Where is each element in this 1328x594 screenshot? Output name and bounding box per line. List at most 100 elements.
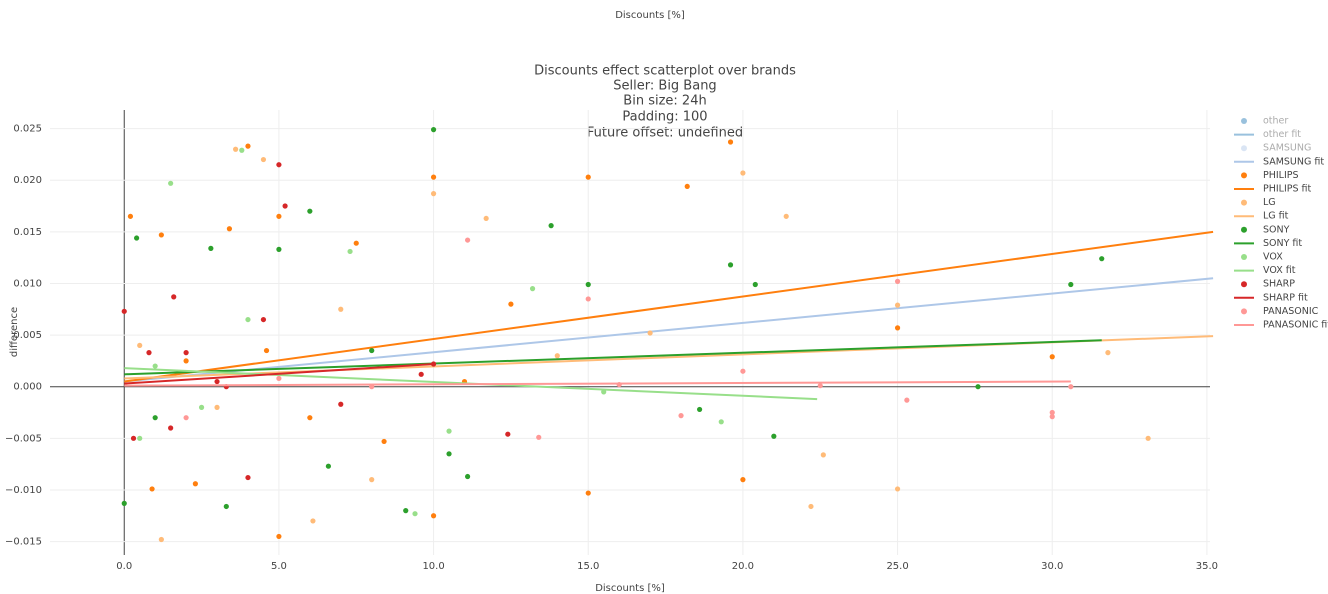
fit-line (124, 380, 1071, 387)
y-tick-label: −0.010 (5, 485, 42, 496)
scatter-point (245, 143, 251, 149)
scatter-point (260, 316, 267, 323)
scatter-point (412, 511, 418, 517)
scatter-point (307, 208, 313, 214)
scatter-point (158, 536, 164, 543)
x-tick-label: 20.0 (732, 561, 754, 572)
legend-item[interactable]: LG (1241, 197, 1276, 208)
scatter-point (208, 245, 214, 251)
legend-swatch (1241, 254, 1247, 260)
scatter-point (1049, 354, 1055, 360)
legend-item[interactable]: other fit (1234, 129, 1301, 140)
y-tick-label: 0.020 (13, 175, 42, 186)
scatter-point (134, 235, 140, 241)
scatter-point (276, 533, 282, 540)
scatter-point (418, 371, 424, 377)
scatter-point (310, 518, 316, 524)
scatter-point (168, 425, 174, 431)
scatter-point (171, 294, 177, 300)
scatter-point (740, 368, 746, 374)
scatter-point (338, 401, 344, 407)
legend-item[interactable]: VOX (1241, 252, 1283, 263)
scatter-point (245, 474, 251, 481)
legend-item[interactable]: SHARP fit (1234, 292, 1308, 303)
scatter-point (276, 375, 282, 382)
legend-label: SHARP (1263, 279, 1295, 290)
x-tick-label: 15.0 (577, 561, 599, 572)
scatter-point (158, 232, 164, 238)
scatter-point (1145, 435, 1151, 441)
scatter-point (214, 404, 220, 410)
legend-item[interactable]: SAMSUNG fit (1234, 156, 1324, 167)
scatter-point (727, 139, 734, 145)
legend-swatch (1241, 199, 1247, 206)
scatter-point (585, 281, 591, 288)
scatter-point (752, 281, 758, 288)
legend-item[interactable]: PANASONIC (1241, 306, 1319, 317)
legend-label: VOX (1263, 252, 1283, 263)
scatter-point (1049, 414, 1055, 420)
scatter-point (1068, 384, 1074, 390)
scatter-point (152, 363, 158, 369)
y-tick-label: 0.010 (13, 278, 42, 289)
scatter-point (239, 147, 245, 153)
scatter-point (192, 481, 198, 487)
legend-item[interactable]: VOX fit (1234, 265, 1296, 276)
scatter-point (505, 431, 511, 437)
scatter-point (684, 183, 690, 190)
legend-item[interactable]: LG fit (1234, 211, 1289, 222)
chart-subtitle: Padding: 100 (622, 110, 707, 125)
scatter-point (585, 490, 591, 496)
scatter-point (678, 413, 684, 419)
scatter-point (146, 350, 152, 356)
scatter-point (808, 503, 814, 510)
legend-item[interactable]: SAMSUNG (1241, 143, 1311, 154)
legend-item[interactable]: SONY fit (1234, 238, 1302, 249)
scatter-point (263, 347, 270, 354)
legend-item[interactable]: PHILIPS (1241, 170, 1299, 181)
scatter-point (585, 296, 591, 302)
scatter-point (554, 353, 560, 359)
legend-item[interactable]: PANASONIC fit (1234, 320, 1328, 331)
legend-swatch (1241, 145, 1247, 152)
fit-line (124, 339, 1102, 376)
legend-item[interactable]: SHARP (1241, 279, 1295, 290)
scatter-point (820, 452, 826, 458)
chart-title: Discounts effect scatterplot over brands (534, 64, 796, 79)
scatter-point (536, 434, 542, 440)
scatter-point (214, 378, 220, 385)
legend-swatch (1241, 172, 1247, 179)
scatter-point (446, 451, 452, 457)
legend-label: SONY fit (1263, 238, 1302, 249)
legend-label: PANASONIC (1263, 306, 1319, 317)
legend-label: SONY (1263, 224, 1290, 235)
x-tick-label: 30.0 (1041, 561, 1063, 572)
scatter-point (338, 306, 344, 312)
scatter-point (168, 180, 174, 186)
y-tick-label: 0.000 (13, 382, 42, 393)
chart-subtitle: Future offset: undefined (587, 126, 743, 141)
scatter-point (647, 330, 653, 336)
scatter-point (121, 308, 127, 314)
scatter-point (585, 174, 591, 180)
fit-line (124, 277, 1214, 383)
scatter-point (446, 428, 452, 434)
legend-item[interactable]: other (1241, 116, 1288, 127)
scatter-point (183, 415, 189, 421)
scatter-point (403, 508, 409, 514)
scatter-point (740, 477, 746, 483)
legend-label: VOX fit (1263, 265, 1296, 276)
scatter-point (137, 342, 143, 349)
legend-label: PANASONIC fit (1263, 320, 1328, 331)
legend-item[interactable]: SONY (1241, 224, 1290, 235)
legend-item[interactable]: PHILIPS fit (1234, 184, 1312, 195)
scatter-point (817, 383, 823, 389)
legend-swatch (1241, 281, 1247, 288)
scatter-point (894, 278, 901, 284)
scatter-point (223, 503, 229, 510)
x-axis-label: Discounts [%] (595, 583, 665, 594)
y-tick-label: −0.015 (5, 537, 42, 548)
scatter-point (1068, 281, 1074, 288)
scatter-point (137, 435, 143, 441)
